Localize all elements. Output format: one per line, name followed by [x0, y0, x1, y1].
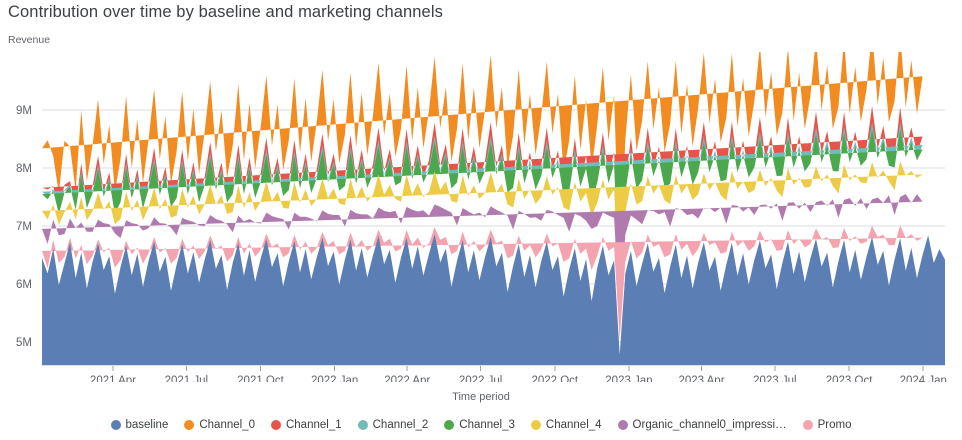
- legend-label: Channel_2: [372, 419, 429, 431]
- x-tick-label: 2022 Apr: [384, 375, 430, 382]
- y-tick-label: 8M: [16, 163, 32, 175]
- legend-dot-icon: [270, 420, 281, 430]
- x-tick-label: 2022 Oct: [531, 375, 578, 382]
- x-axis-title: Time period: [452, 391, 510, 403]
- legend-label: Channel_4: [545, 419, 602, 431]
- legend-dot-icon: [357, 420, 368, 430]
- legend-dot-icon: [110, 420, 121, 430]
- legend-dot-icon: [530, 420, 541, 430]
- chart-subtitle: Revenue: [8, 34, 51, 46]
- area-series-promo[interactable]: [42, 225, 923, 340]
- x-axis: 2021 Apr 2021 Jul 2021 Oct 2022 Jan 2022 Apr…: [42, 365, 947, 382]
- legend-label: Channel_1: [285, 419, 342, 431]
- legend-label: Channel_0: [199, 419, 255, 431]
- legend-label: Promo: [817, 419, 852, 431]
- legend-item-baseline[interactable]: baseline: [110, 418, 169, 432]
- x-tick-label: 2022 Jul: [459, 375, 502, 382]
- x-tick-label: 2022 Jan: [311, 375, 358, 382]
- area-series-group: [42, 52, 945, 365]
- legend-item-channel-0[interactable]: Channel_0: [184, 418, 255, 432]
- chart-legend: baseline Channel_0 Channel_1 Channel_2 Chann…: [0, 418, 962, 432]
- x-tick-label: 2021 Jul: [165, 375, 208, 382]
- legend-label: Organic_channel0_impressi…: [632, 419, 787, 431]
- stacked-area-chart[interactable]: 5M 6M 7M 8M 9M 2021 Apr 2021 Jul 2021 Oct 2022 …: [0, 52, 962, 382]
- x-tick-label: 2021 Apr: [90, 375, 136, 382]
- legend-item-organic-channel0-impressi[interactable]: Organic_channel0_impressi…: [617, 418, 787, 432]
- area-series-channel-4[interactable]: [42, 161, 923, 308]
- y-axis: 5M 6M 7M 8M 9M: [16, 105, 32, 349]
- legend-item-channel-4[interactable]: Channel_4: [530, 418, 602, 432]
- plot-area: 5M 6M 7M 8M 9M 2021 Apr 2021 Jul 2021 Oct 2022 …: [0, 52, 962, 382]
- x-tick-label: 2023 Jul: [753, 375, 796, 382]
- legend-item-channel-3[interactable]: Channel_3: [444, 418, 515, 432]
- x-tick-label: 2024 Jan: [900, 375, 947, 382]
- x-tick-label: 2023 Apr: [678, 375, 724, 382]
- x-tick-label: 2023 Oct: [826, 375, 873, 382]
- x-tick-label: 2021 Oct: [237, 375, 284, 382]
- area-series-baseline[interactable]: [42, 234, 945, 365]
- chart-title: Contribution over time by baseline and m…: [8, 3, 443, 21]
- x-tick-label: 2023 Jan: [605, 375, 652, 382]
- legend-item-channel-1[interactable]: Channel_1: [270, 418, 342, 432]
- y-tick-label: 9M: [16, 105, 32, 117]
- legend-item-promo[interactable]: Promo: [802, 418, 852, 432]
- legend-dot-icon: [617, 420, 628, 430]
- y-tick-label: 6M: [16, 279, 32, 291]
- legend-label: Channel_3: [459, 419, 515, 431]
- legend-dot-icon: [184, 420, 195, 430]
- legend-item-channel-2[interactable]: Channel_2: [357, 418, 429, 432]
- legend-dot-icon: [802, 420, 813, 430]
- y-tick-label: 5M: [16, 337, 32, 349]
- y-tick-label: 7M: [16, 221, 32, 233]
- legend-dot-icon: [444, 420, 455, 430]
- legend-label: baseline: [125, 419, 169, 431]
